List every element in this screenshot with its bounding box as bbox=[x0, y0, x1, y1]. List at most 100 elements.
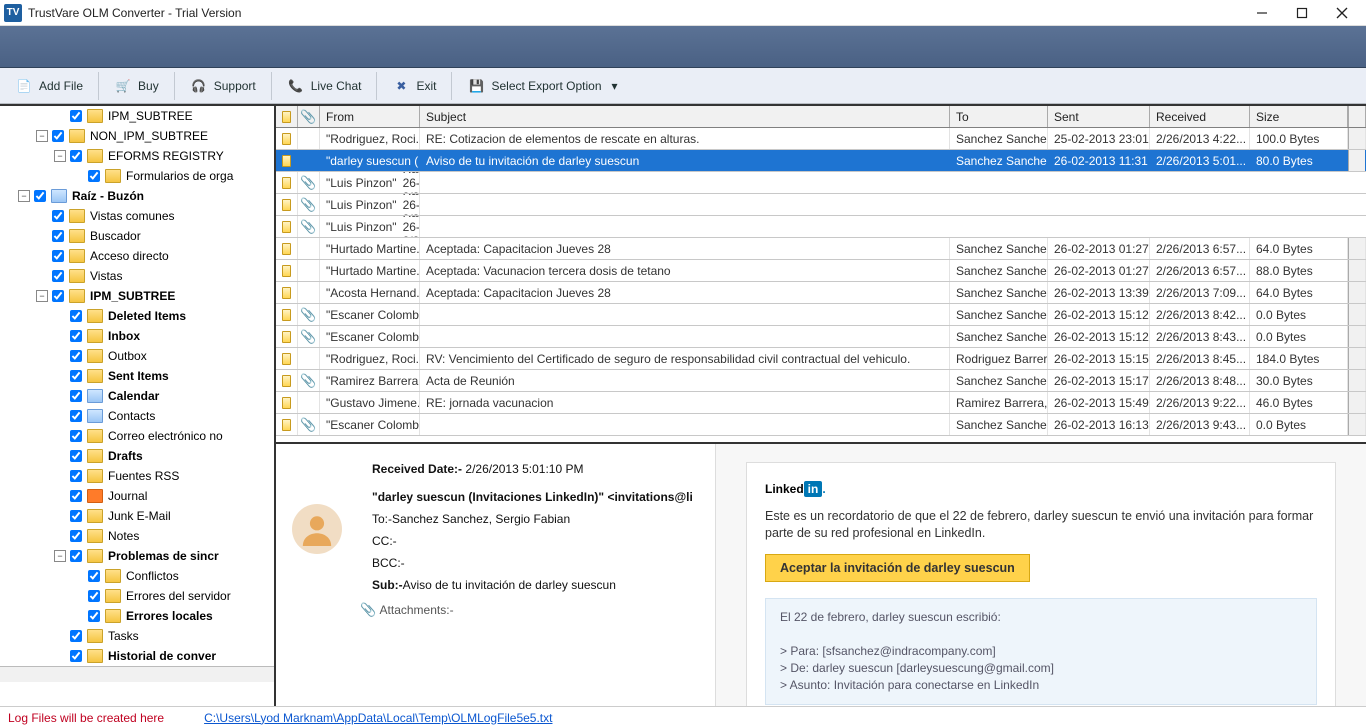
tree-checkbox[interactable] bbox=[52, 270, 64, 282]
table-row[interactable]: "Hurtado Martine... Aceptada: Vacunacion… bbox=[276, 260, 1366, 282]
support-button[interactable]: 🎧Support bbox=[179, 71, 267, 101]
tree-checkbox[interactable] bbox=[52, 250, 64, 262]
table-row[interactable]: 📎 "Ramirez Barrera,... Acta de Reunión S… bbox=[276, 370, 1366, 392]
tree-node[interactable]: Tasks bbox=[0, 626, 274, 646]
expand-toggle[interactable] bbox=[72, 590, 84, 602]
tree-node[interactable]: − Problemas de sincr bbox=[0, 546, 274, 566]
expand-toggle[interactable] bbox=[54, 470, 66, 482]
tree-checkbox[interactable] bbox=[70, 110, 82, 122]
tree-checkbox[interactable] bbox=[88, 590, 100, 602]
expand-toggle[interactable]: − bbox=[36, 290, 48, 302]
tree-node[interactable]: Formularios de orga bbox=[0, 166, 274, 186]
expand-toggle[interactable] bbox=[36, 250, 48, 262]
tree-node[interactable]: Buscador bbox=[0, 226, 274, 246]
col-to[interactable]: To bbox=[950, 106, 1048, 127]
col-sent[interactable]: Sent bbox=[1048, 106, 1150, 127]
tree-checkbox[interactable] bbox=[70, 330, 82, 342]
tree-hscroll[interactable] bbox=[0, 666, 274, 682]
tree-node[interactable]: Acceso directo bbox=[0, 246, 274, 266]
table-row[interactable]: "darley suescun (... Aviso de tu invitac… bbox=[276, 150, 1366, 172]
minimize-button[interactable] bbox=[1242, 1, 1282, 25]
tree-checkbox[interactable] bbox=[70, 490, 82, 502]
expand-toggle[interactable] bbox=[54, 330, 66, 342]
table-row[interactable]: 📎 "Escaner Colomb... Sanchez Sanche... 2… bbox=[276, 414, 1366, 436]
tree-node[interactable]: Sent Items bbox=[0, 366, 274, 386]
expand-toggle[interactable] bbox=[54, 370, 66, 382]
table-row[interactable]: 📎 "Luis Pinzon" EXAMEN MEDICO JOSE RUEDA… bbox=[276, 194, 1366, 216]
tree-node[interactable]: Outbox bbox=[0, 346, 274, 366]
expand-toggle[interactable] bbox=[54, 430, 66, 442]
expand-toggle[interactable]: − bbox=[18, 190, 30, 202]
col-icon[interactable] bbox=[276, 106, 298, 127]
col-received[interactable]: Received bbox=[1150, 106, 1250, 127]
tree-checkbox[interactable] bbox=[88, 570, 100, 582]
table-row[interactable]: 📎 "Luis Pinzon" Rv: Documentacion.....SP… bbox=[276, 172, 1366, 194]
tree-checkbox[interactable] bbox=[70, 390, 82, 402]
col-subject[interactable]: Subject bbox=[420, 106, 950, 127]
log-path-link[interactable]: C:\Users\Lyod Marknam\AppData\Local\Temp… bbox=[204, 711, 552, 725]
tree-checkbox[interactable] bbox=[70, 530, 82, 542]
col-from[interactable]: From bbox=[320, 106, 420, 127]
tree-node[interactable]: Calendar bbox=[0, 386, 274, 406]
expand-toggle[interactable]: − bbox=[54, 150, 66, 162]
expand-toggle[interactable] bbox=[54, 450, 66, 462]
tree-node[interactable]: Journal bbox=[0, 486, 274, 506]
table-row[interactable]: "Acosta Hernand... Aceptada: Capacitacio… bbox=[276, 282, 1366, 304]
tree-node[interactable]: IPM_SUBTREE bbox=[0, 106, 274, 126]
buy-button[interactable]: 🛒Buy bbox=[103, 71, 170, 101]
tree-node[interactable]: Fuentes RSS bbox=[0, 466, 274, 486]
tree-node[interactable]: Junk E-Mail bbox=[0, 506, 274, 526]
tree-node[interactable]: − Raíz - Buzón bbox=[0, 186, 274, 206]
tree-node[interactable]: Conflictos bbox=[0, 566, 274, 586]
table-row[interactable]: "Rodriguez, Roci... RE: Cotizacion de el… bbox=[276, 128, 1366, 150]
table-row[interactable]: "Rodriguez, Roci... RV: Vencimiento del … bbox=[276, 348, 1366, 370]
expand-toggle[interactable] bbox=[72, 610, 84, 622]
tree-checkbox[interactable] bbox=[70, 310, 82, 322]
table-row[interactable]: "Gustavo Jimene... RE: jornada vacunacio… bbox=[276, 392, 1366, 414]
tree-node[interactable]: − IPM_SUBTREE bbox=[0, 286, 274, 306]
tree-node[interactable]: Inbox bbox=[0, 326, 274, 346]
tree-node[interactable]: Deleted Items bbox=[0, 306, 274, 326]
tree-checkbox[interactable] bbox=[52, 210, 64, 222]
expand-toggle[interactable] bbox=[36, 230, 48, 242]
tree-checkbox[interactable] bbox=[70, 150, 82, 162]
folder-tree[interactable]: IPM_SUBTREE − NON_IPM_SUBTREE − EFORMS R… bbox=[0, 106, 276, 706]
close-button[interactable] bbox=[1322, 1, 1362, 25]
expand-toggle[interactable] bbox=[54, 350, 66, 362]
tree-checkbox[interactable] bbox=[52, 130, 64, 142]
expand-toggle[interactable] bbox=[54, 530, 66, 542]
tree-checkbox[interactable] bbox=[70, 630, 82, 642]
tree-node[interactable]: Errores locales bbox=[0, 606, 274, 626]
table-row[interactable]: 📎 "Escaner Colomb... Sanchez Sanche... 2… bbox=[276, 304, 1366, 326]
expand-toggle[interactable] bbox=[36, 270, 48, 282]
expand-toggle[interactable] bbox=[54, 310, 66, 322]
expand-toggle[interactable]: − bbox=[36, 130, 48, 142]
grid-body[interactable]: "Rodriguez, Roci... RE: Cotizacion de el… bbox=[276, 128, 1366, 442]
col-attach[interactable]: 📎 bbox=[298, 106, 320, 127]
expand-toggle[interactable] bbox=[54, 390, 66, 402]
expand-toggle[interactable] bbox=[72, 570, 84, 582]
tree-checkbox[interactable] bbox=[70, 510, 82, 522]
tree-checkbox[interactable] bbox=[70, 650, 82, 662]
expand-toggle[interactable] bbox=[54, 490, 66, 502]
expand-toggle[interactable] bbox=[36, 210, 48, 222]
live-chat-button[interactable]: 📞Live Chat bbox=[276, 71, 373, 101]
tree-checkbox[interactable] bbox=[88, 170, 100, 182]
tree-checkbox[interactable] bbox=[70, 370, 82, 382]
tree-checkbox[interactable] bbox=[70, 350, 82, 362]
expand-toggle[interactable] bbox=[72, 170, 84, 182]
maximize-button[interactable] bbox=[1282, 1, 1322, 25]
tree-checkbox[interactable] bbox=[70, 430, 82, 442]
table-row[interactable]: 📎 "Luis Pinzon" PLANILLAS VANS SPS 711 R… bbox=[276, 216, 1366, 238]
tree-node[interactable]: Drafts bbox=[0, 446, 274, 466]
expand-toggle[interactable] bbox=[54, 510, 66, 522]
exit-button[interactable]: ✖Exit bbox=[381, 71, 447, 101]
tree-checkbox[interactable] bbox=[52, 290, 64, 302]
tree-checkbox[interactable] bbox=[88, 610, 100, 622]
tree-checkbox[interactable] bbox=[70, 410, 82, 422]
add-file-button[interactable]: 📄Add File bbox=[4, 71, 94, 101]
expand-toggle[interactable] bbox=[54, 110, 66, 122]
tree-node[interactable]: Historial de conver bbox=[0, 646, 274, 666]
table-row[interactable]: 📎 "Escaner Colomb... Sanchez Sanche... 2… bbox=[276, 326, 1366, 348]
tree-node[interactable]: Notes bbox=[0, 526, 274, 546]
